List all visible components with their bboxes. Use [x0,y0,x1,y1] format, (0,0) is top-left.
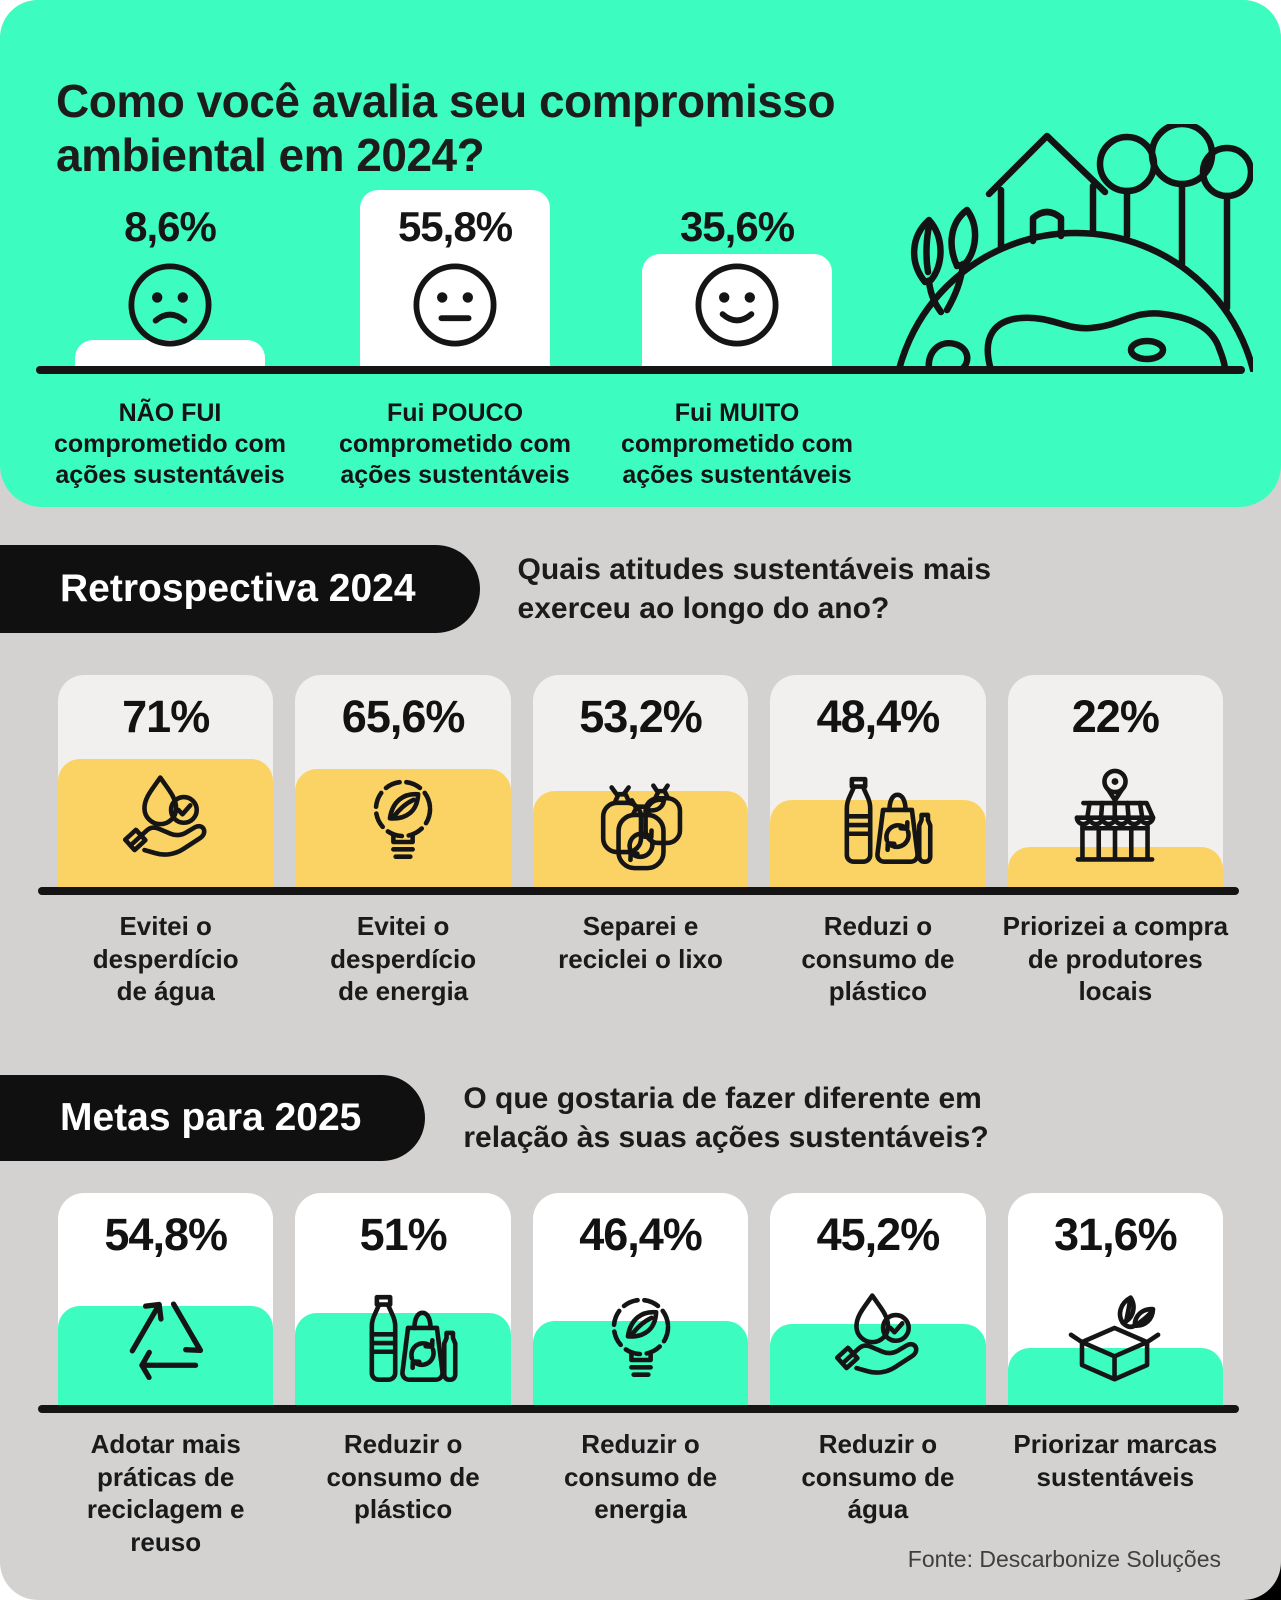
recycle-arrows-icon [129,1301,203,1381]
stat-card: 53,2% [532,675,749,887]
hand-water-drop-check-icon [122,775,207,857]
card-label: Reduzir o consumo de água [801,1429,955,1524]
bar-value: 8,6% [124,203,217,250]
card-value: 54,8% [104,1209,228,1260]
page-title: Como você avalia seu compromisso ambient… [56,74,836,181]
card-label: Evitei o desperdício de energia [330,911,477,1006]
axis-baseline [36,366,1245,374]
stat-card: 31,6% [1007,1193,1224,1405]
bar-label: Fui MUITO comprometido com ações sustent… [621,399,853,489]
bar-label: Fui POUCO comprometido com ações sustent… [339,399,571,489]
card-value: 22% [1071,691,1160,742]
bar-value: 55,8% [397,203,513,250]
earth-house-trees-illustration [895,124,1253,372]
divider-rule [38,1405,1239,1413]
neutral-face-icon [413,263,497,347]
card-label: Adotar mais práticas de reciclagem e reu… [86,1429,245,1557]
card-bar [770,1323,986,1405]
stat-card: 71% [58,675,274,887]
survey-bar-group: 8,6% NÃO FUI comprometido com ações sust… [35,0,305,507]
card-label: Reduzir o consumo de energia [563,1429,718,1524]
stat-card: 45,2% [770,1193,986,1405]
stat-card: 22% [1007,675,1224,887]
card-label: Priorizei a compra de produtores locais [1002,911,1229,1006]
sad-face-icon [128,263,212,347]
card-label: Reduzir o consumo de plástico [326,1429,480,1524]
survey-bar-group: 35,6% Fui MUITO comprometido com ações s… [602,0,872,507]
trash-bags-recycle-icon [600,783,682,871]
card-label: Evitei o desperdício de água [92,911,239,1006]
bar-value: 35,6% [679,203,795,250]
card-value: 48,4% [816,691,941,742]
bar [360,189,550,367]
hand-water-drop-check-icon [834,1293,919,1375]
card-label: Reduzi o consumo de plástico [801,911,955,1006]
eco-light-bulb-icon [611,1297,670,1377]
stat-card: 54,8% [58,1193,274,1405]
eco-light-bulb-icon [373,779,433,859]
stat-card: 65,6% [295,675,511,887]
local-store-icon [1074,768,1156,862]
section-question: Quais atitudes sustentáveis mais exerceu… [517,553,992,625]
card-value: 51% [359,1209,448,1260]
card-label: Separei e reciclei o lixo [558,911,723,974]
card-value: 31,6% [1054,1209,1178,1260]
divider-rule [38,887,1239,895]
stat-card: 51% [295,1193,511,1405]
card-value: 71% [122,691,210,742]
cards-row-retrospectiva: 71% 65,6% 53 [58,675,1224,887]
card-label: Priorizar marcas sustentáveis [1013,1429,1218,1492]
happy-face-icon [695,263,779,347]
card-value: 65,6% [341,691,466,742]
card-value: 46,4% [579,1209,703,1260]
section-badge: Retrospectiva 2024 [0,545,480,633]
bar-label: NÃO FUI comprometido com ações sustentáv… [54,399,286,489]
survey-bar-group: 55,8% Fui POUCO comprometido com ações s… [320,0,590,507]
stat-card: 48,4% [770,675,986,887]
hero-section: Como você avalia seu compromisso ambient… [0,0,1281,507]
cards-row-metas: 54,8% 51% [58,1193,1224,1405]
card-bar [58,1306,274,1405]
card-labels-retrospectiva: Evitei o desperdício de água Evitei o de… [58,910,1229,1070]
stat-card: 46,4% [532,1193,749,1405]
card-bar [295,768,511,887]
section-badge: Metas para 2025 [0,1075,426,1161]
section-header-metas: Metas para 2025 O que gostaria de fazer … [0,1075,1241,1161]
card-value: 53,2% [579,691,703,742]
bar [642,253,832,367]
card-value: 45,2% [816,1209,941,1260]
section-question: O que gostaria de fazer diferente em rel… [463,1082,989,1154]
source-credit: Fonte: Descarbonize Soluções [907,1546,1221,1572]
plastic-bottle-bag-icon [844,776,933,864]
sustainable-box-leaves-icon [1069,1295,1161,1382]
card-labels-metas: Adotar mais práticas de reciclagem e reu… [58,1428,1223,1588]
section-header-retrospectiva: Retrospectiva 2024 Quais atitudes susten… [0,545,1241,633]
plastic-bottle-bag-icon [369,1294,458,1382]
